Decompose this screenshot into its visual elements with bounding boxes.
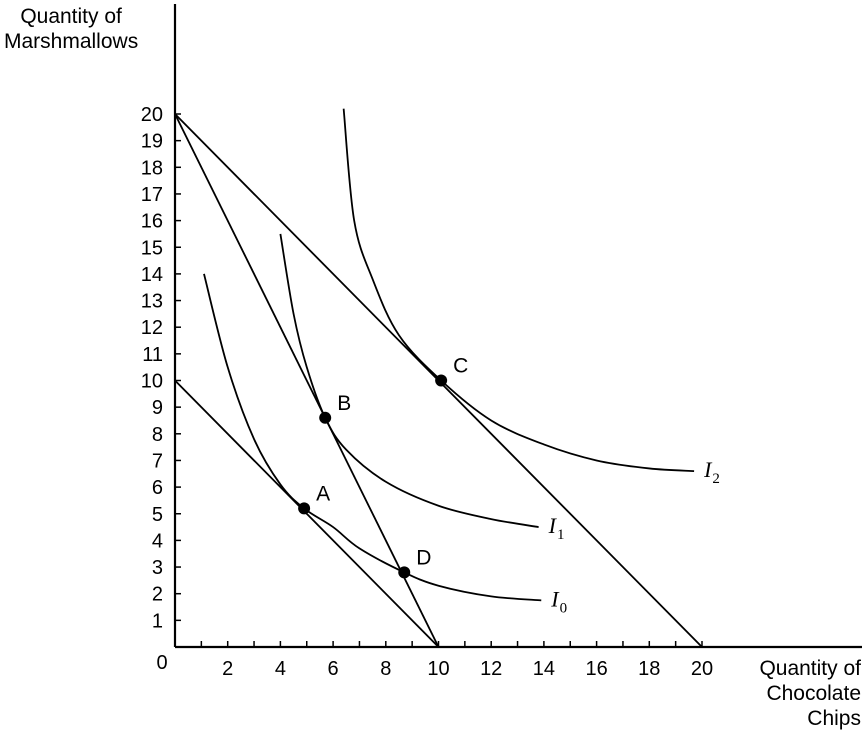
y-tick-label: 11 xyxy=(142,344,163,366)
indifference-curve-2 xyxy=(342,108,695,473)
x-tick-label: 6 xyxy=(328,658,339,680)
y-tick-label: 8 xyxy=(152,424,163,446)
y-tick-label: 3 xyxy=(152,557,163,579)
y-axis-label: Quantity of Marshmallows xyxy=(4,4,138,54)
indifference-curve-label-1: I1 xyxy=(548,513,565,543)
y-tick-label: 2 xyxy=(152,584,163,606)
curve-subscript: 1 xyxy=(557,527,565,543)
curve-subscript: 0 xyxy=(560,600,568,616)
y-tick-label: 1 xyxy=(152,610,163,632)
y-axis-label-line-2: Marshmallows xyxy=(4,30,139,53)
x-tick-label: 20 xyxy=(691,658,713,680)
x-tick-label: 18 xyxy=(638,658,660,680)
x-tick-label: 16 xyxy=(585,658,607,680)
x-tick-label: 14 xyxy=(533,658,555,680)
x-tick-label: 12 xyxy=(480,658,502,680)
indifference-curve-label-0: I0 xyxy=(550,586,567,616)
x-tick-label: 10 xyxy=(427,658,449,680)
y-tick-label: 18 xyxy=(141,157,163,179)
y-tick-label: 16 xyxy=(141,211,163,233)
y-tick-label: 7 xyxy=(152,450,163,472)
point-label-A: A xyxy=(316,482,330,505)
y-tick-label: 5 xyxy=(152,504,163,526)
point-A xyxy=(298,502,311,515)
budget-line-1 xyxy=(174,113,440,648)
y-axis-label-line-1: Quantity of xyxy=(20,5,122,28)
x-axis-label: Quantity of Chocolate Chips xyxy=(759,656,861,731)
indifference-curve-0 xyxy=(203,273,542,602)
axes xyxy=(173,4,862,649)
x-axis-label-line-2: Chocolate xyxy=(766,682,861,705)
y-tick-label: 10 xyxy=(141,371,163,393)
x-tick-label: 4 xyxy=(275,658,286,680)
x-tick-label: 2 xyxy=(222,658,233,680)
point-label-C: C xyxy=(453,355,468,378)
y-tick-label: 12 xyxy=(141,317,163,339)
indifference-curve-1 xyxy=(279,233,539,528)
curve-subscript: 2 xyxy=(712,471,720,487)
x-axis-label-line-3: Chips xyxy=(807,707,861,730)
x-axis-label-line-1: Quantity of xyxy=(759,657,861,680)
point-label-B: B xyxy=(337,392,351,415)
y-tick-label: 9 xyxy=(152,397,163,419)
origin-label: 0 xyxy=(156,652,167,674)
y-tick-label: 19 xyxy=(141,131,163,153)
point-label-D: D xyxy=(416,546,431,569)
x-tick-label: 8 xyxy=(380,658,391,680)
points: A B C D xyxy=(298,355,468,579)
indifference-curve-label-2: I2 xyxy=(703,457,720,487)
y-tick-label: 17 xyxy=(141,184,163,206)
y-tick-label: 13 xyxy=(141,291,163,313)
point-C xyxy=(435,374,448,387)
y-tick-label: 6 xyxy=(152,477,163,499)
point-B xyxy=(319,411,332,424)
y-tick-label: 20 xyxy=(141,104,163,126)
point-D xyxy=(398,566,411,579)
y-tick-label: 15 xyxy=(141,237,163,259)
y-tick-label: 4 xyxy=(152,530,163,552)
indifference-curves: I0 I1 I2 xyxy=(203,108,720,616)
y-tick-label: 14 xyxy=(141,264,163,286)
